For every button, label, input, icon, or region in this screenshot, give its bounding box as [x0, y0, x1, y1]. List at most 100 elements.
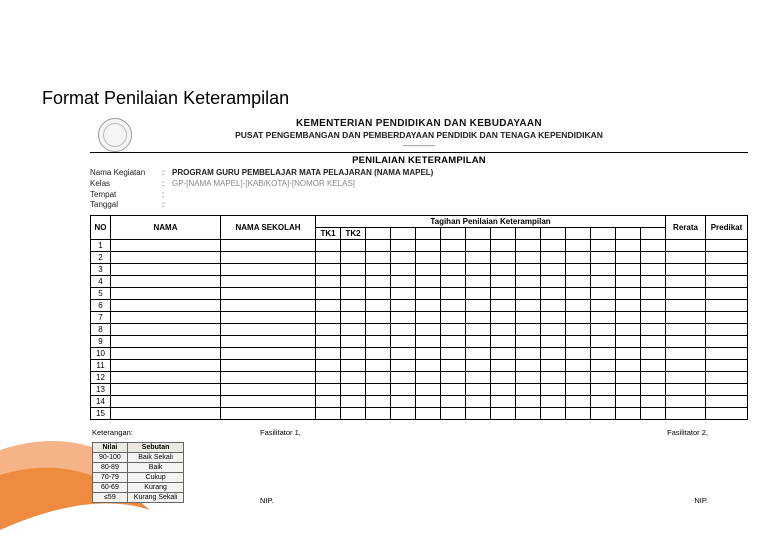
table-cell [416, 252, 441, 264]
table-cell [416, 360, 441, 372]
table-cell [441, 324, 466, 336]
table-cell [641, 360, 666, 372]
table-cell [491, 264, 516, 276]
table-cell [221, 408, 316, 420]
agency-name: PUSAT PENGEMBANGAN DAN PEMBERDAYAAN PEND… [90, 130, 748, 140]
table-cell [341, 348, 366, 360]
table-cell [491, 312, 516, 324]
table-cell [111, 324, 221, 336]
table-row: 15 [91, 408, 748, 420]
table-cell [491, 276, 516, 288]
table-cell [111, 288, 221, 300]
table-cell [416, 324, 441, 336]
table-cell [221, 396, 316, 408]
column-header: TK2 [341, 228, 366, 240]
table-cell [641, 300, 666, 312]
table-cell [616, 252, 641, 264]
table-cell [391, 408, 416, 420]
table-cell [516, 336, 541, 348]
form-container: KEMENTERIAN PENDIDIKAN DAN KEBUDAYAAN PU… [90, 118, 748, 508]
table-cell [516, 408, 541, 420]
table-cell [341, 252, 366, 264]
table-cell [491, 348, 516, 360]
table-cell [591, 396, 616, 408]
table-cell [516, 396, 541, 408]
column-header [491, 228, 516, 240]
table-cell [566, 348, 591, 360]
table-cell [491, 252, 516, 264]
table-cell [416, 372, 441, 384]
table-cell [541, 348, 566, 360]
table-cell [111, 312, 221, 324]
table-cell: 10 [91, 348, 111, 360]
table-cell [591, 240, 616, 252]
table-cell [641, 408, 666, 420]
table-cell [441, 348, 466, 360]
table-cell [341, 408, 366, 420]
keterangan-label: Keterangan: [92, 428, 133, 437]
column-header: NAMA [111, 216, 221, 240]
grade-row: ≤59Kurang Sekali [93, 493, 184, 503]
meta-colon: : [162, 190, 172, 201]
table-cell [641, 324, 666, 336]
table-cell [316, 252, 341, 264]
table-cell [466, 360, 491, 372]
grade-cell: Baik Sekali [127, 453, 184, 463]
table-cell [566, 252, 591, 264]
column-header [366, 228, 391, 240]
table-cell [666, 408, 706, 420]
column-header [641, 228, 666, 240]
table-cell: 6 [91, 300, 111, 312]
table-row: 14 [91, 396, 748, 408]
table-cell [341, 324, 366, 336]
table-cell [491, 336, 516, 348]
table-cell [516, 384, 541, 396]
table-cell [666, 384, 706, 396]
meta-row: Nama Kegiatan:PROGRAM GURU PEMBELAJAR MA… [90, 168, 748, 179]
table-cell [341, 276, 366, 288]
table-cell [466, 300, 491, 312]
table-row: 12 [91, 372, 748, 384]
table-cell [616, 300, 641, 312]
table-cell [491, 324, 516, 336]
table-cell [591, 348, 616, 360]
grade-header: Sebutan [127, 443, 184, 453]
table-cell [316, 312, 341, 324]
table-cell [111, 336, 221, 348]
table-cell [441, 360, 466, 372]
table-row: 13 [91, 384, 748, 396]
table-cell [641, 312, 666, 324]
table-cell [591, 252, 616, 264]
table-row: 8 [91, 324, 748, 336]
table-cell [616, 372, 641, 384]
table-cell: 7 [91, 312, 111, 324]
table-cell [416, 336, 441, 348]
footer-block: Keterangan: Fasilitator 1, Fasilitator 2… [90, 428, 748, 508]
table-row: 11 [91, 360, 748, 372]
table-cell [591, 312, 616, 324]
column-header [566, 228, 591, 240]
table-cell [221, 312, 316, 324]
column-header [441, 228, 466, 240]
table-cell [316, 348, 341, 360]
table-cell [706, 348, 748, 360]
table-cell [441, 372, 466, 384]
grade-cell: 60-69 [93, 483, 128, 493]
table-cell [441, 408, 466, 420]
table-cell [566, 408, 591, 420]
column-header: Predikat [706, 216, 748, 240]
table-cell [516, 372, 541, 384]
grade-row: 60-69Kurang [93, 483, 184, 493]
table-cell [366, 240, 391, 252]
table-cell [366, 264, 391, 276]
table-cell [441, 276, 466, 288]
table-cell [416, 288, 441, 300]
table-cell [616, 312, 641, 324]
table-cell [391, 300, 416, 312]
table-cell [366, 300, 391, 312]
table-cell [221, 360, 316, 372]
table-cell [566, 264, 591, 276]
column-header: NAMA SEKOLAH [221, 216, 316, 240]
table-cell [566, 324, 591, 336]
table-cell [391, 324, 416, 336]
